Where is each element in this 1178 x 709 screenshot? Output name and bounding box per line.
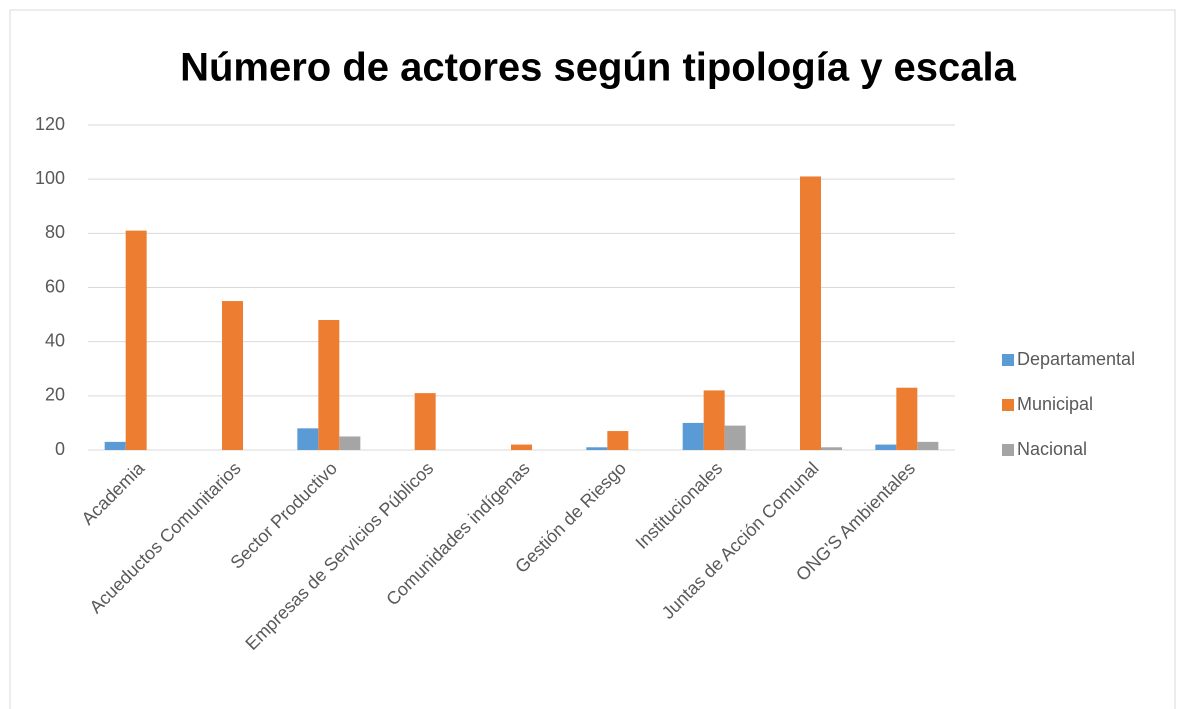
bar: [682, 422, 704, 450]
bar: [703, 390, 725, 450]
y-tick-label: 60: [45, 276, 65, 296]
chart-frame: [9, 9, 1176, 709]
x-tick-label: Juntas de Acción Comunal: [658, 458, 823, 623]
bar: [297, 428, 319, 450]
y-tick-label: 80: [45, 222, 65, 242]
bar: [318, 320, 340, 450]
y-tick-label: 40: [45, 330, 65, 350]
bar: [800, 176, 821, 451]
bar: [104, 441, 126, 450]
legend-label: Municipal: [1017, 394, 1093, 414]
x-tick-label: Empresas de Servicios Públicos: [241, 458, 437, 654]
x-tick-label: Academia: [78, 457, 149, 528]
bar: [511, 444, 532, 450]
x-tick-label: Institucionales: [632, 458, 727, 553]
legend-label: Departamental: [1017, 349, 1135, 369]
chart-title: Número de actores según tipología y esca…: [180, 46, 1017, 90]
bar: [125, 230, 147, 450]
y-tick-label: 0: [55, 439, 65, 459]
legend-swatch: [1002, 444, 1014, 456]
legend-swatch: [1002, 354, 1014, 366]
bar: [896, 387, 918, 450]
bar: [917, 441, 939, 450]
y-tick-label: 120: [35, 114, 65, 134]
legend-swatch: [1002, 399, 1014, 411]
bar: [339, 436, 361, 450]
legend-label: Nacional: [1017, 439, 1087, 459]
bar: [586, 447, 608, 450]
bar: [414, 393, 436, 450]
bar: [607, 431, 629, 450]
bar: [724, 425, 746, 450]
x-tick-label: Sector Productivo: [226, 458, 341, 573]
y-tick-label: 20: [45, 385, 65, 405]
bar: [875, 444, 897, 450]
bar: [821, 447, 842, 450]
y-tick-label: 100: [35, 168, 65, 188]
bar: [222, 301, 243, 450]
